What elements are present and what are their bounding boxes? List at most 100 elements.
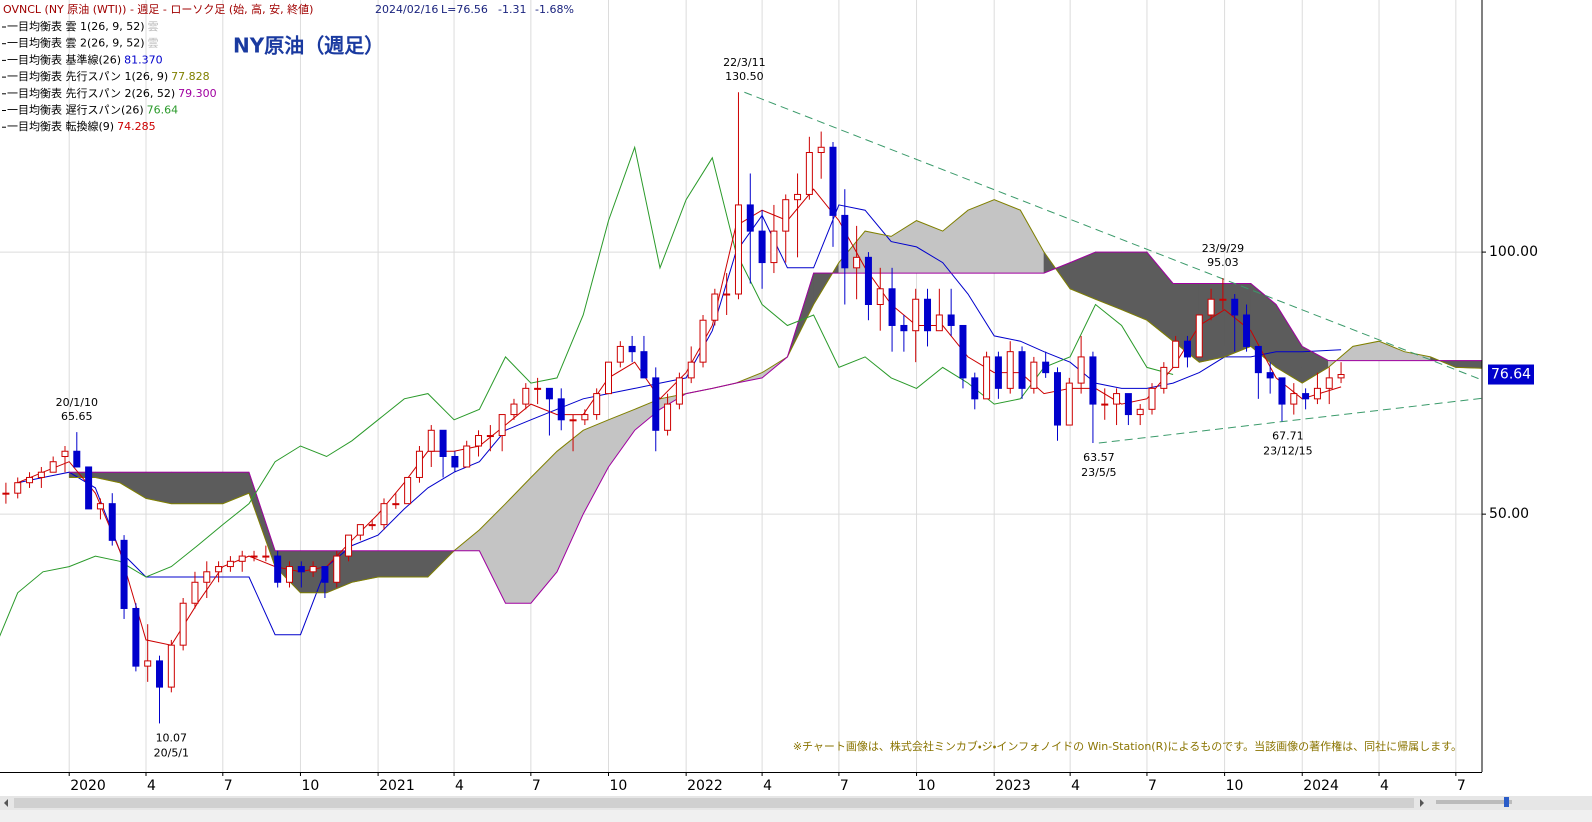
- candle-body: [167, 644, 175, 688]
- candle-body: [26, 476, 34, 484]
- candle-body: [380, 503, 388, 526]
- annotation-value: 63.57: [1083, 451, 1115, 464]
- candle-body: [262, 555, 270, 558]
- legend-label: 一目均衡表 雲 2(26, 9, 52): [7, 36, 145, 50]
- candle-body: [14, 482, 22, 494]
- candle-body: [640, 351, 648, 379]
- cloud-segment: [403, 550, 429, 578]
- candle-body: [971, 377, 979, 400]
- x-tick-label: 10: [301, 778, 319, 794]
- zoom-slider[interactable]: [1436, 800, 1512, 804]
- last-price-label: 76.64: [1491, 367, 1531, 383]
- annotation-date: 20/1/10: [56, 396, 98, 409]
- scroll-left[interactable]: [4, 799, 8, 807]
- candle-body: [616, 345, 624, 363]
- candle-body: [770, 230, 778, 264]
- candle-body: [1219, 298, 1227, 301]
- candle-body: [1266, 372, 1274, 379]
- candle-body: [61, 450, 69, 457]
- candle-body: [333, 555, 341, 583]
- last-price-box: [1488, 364, 1534, 385]
- candle-body: [1302, 393, 1310, 400]
- candle-body: [368, 524, 376, 527]
- candle-body: [935, 314, 943, 332]
- cloud-segment: [377, 550, 405, 578]
- candle-body: [900, 324, 908, 332]
- candle-body: [841, 214, 849, 269]
- candle-body: [427, 429, 435, 452]
- candle-body: [545, 387, 553, 400]
- x-tick-label: 4: [763, 778, 772, 794]
- candle-body: [1254, 345, 1262, 374]
- candles: [2, 92, 1345, 724]
- candle-body: [723, 293, 731, 296]
- candle-body: [983, 356, 991, 400]
- footnote: ※チャート画像は、株式会社ミンカブ・ジ・インフォノイドの Win-Station…: [793, 739, 1462, 753]
- candle-body: [1077, 356, 1085, 384]
- candle-body: [1053, 372, 1061, 426]
- cloud-segment: [993, 199, 1021, 274]
- candle-body: [569, 419, 577, 422]
- candle-body: [215, 566, 223, 573]
- candle-body: [1113, 393, 1121, 405]
- candle-body: [96, 503, 104, 510]
- candle-body: [557, 398, 565, 421]
- legend-label: 一目均衡表 雲 1(26, 9, 52): [7, 19, 145, 33]
- candle-body: [49, 461, 57, 473]
- candle-body: [1160, 366, 1168, 389]
- candle-body: [191, 581, 199, 604]
- scrollbar-thumb[interactable]: [14, 798, 1414, 808]
- x-tick-label: 10: [1226, 778, 1244, 794]
- chart-title: NY原油（週足）: [233, 34, 384, 58]
- x-tick-label: 4: [455, 778, 464, 794]
- candle-body: [498, 414, 506, 437]
- candle-body: [1325, 377, 1333, 389]
- annotation-value: 67.71: [1272, 429, 1304, 442]
- y-tick-label: 100.00: [1489, 244, 1538, 260]
- legend-value: 雲: [148, 37, 159, 50]
- candle-body: [1195, 314, 1203, 358]
- candle-body: [853, 256, 861, 269]
- x-tick-label: 10: [609, 778, 627, 794]
- candle-body: [687, 361, 695, 379]
- candle-body: [321, 566, 329, 583]
- candle-body: [1089, 356, 1097, 405]
- zoom-handle[interactable]: [1504, 797, 1509, 807]
- candle-body: [274, 555, 282, 583]
- annotation-value: 10.07: [156, 731, 188, 744]
- candle-body: [1313, 387, 1321, 400]
- indicator-line: [17, 204, 1342, 636]
- candle-body: [486, 435, 494, 438]
- header-date: 2024/02/16: [375, 3, 438, 16]
- x-tick-label: 2022: [687, 778, 723, 794]
- x-tick-label: 4: [1380, 778, 1389, 794]
- x-tick-label: 2024: [1303, 778, 1339, 794]
- candle-body: [451, 455, 459, 468]
- candle-body: [475, 435, 483, 447]
- x-tick-label: 4: [1071, 778, 1080, 794]
- candle-body: [604, 361, 612, 395]
- scroll-right[interactable]: [1420, 799, 1424, 807]
- candle-body: [404, 476, 412, 505]
- candle-body: [1172, 340, 1180, 368]
- candle-body: [924, 298, 932, 332]
- candle-body: [581, 414, 589, 421]
- legend-value: 79.300: [178, 87, 217, 100]
- candle-body: [156, 660, 164, 688]
- annotation-value: 65.65: [61, 410, 93, 423]
- status-bar: [0, 810, 1592, 822]
- x-tick-label: 7: [1457, 778, 1466, 794]
- candle-body: [522, 387, 530, 405]
- annotation-date: 20/5/1: [154, 746, 189, 759]
- candle-body: [1065, 382, 1073, 426]
- candle-body: [664, 403, 672, 431]
- trendline: [744, 91, 1483, 381]
- trendlines: [744, 91, 1483, 444]
- candle-body: [1183, 340, 1191, 358]
- candle-body: [108, 503, 116, 541]
- candle-body: [345, 534, 353, 557]
- candle-body: [864, 256, 872, 306]
